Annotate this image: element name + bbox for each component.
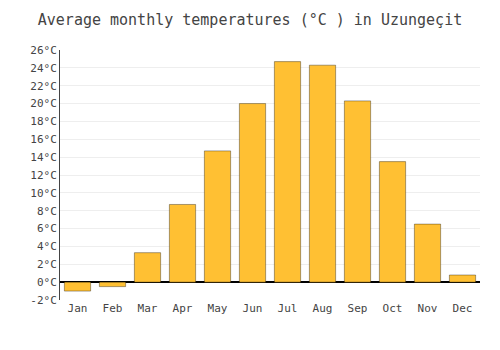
svg-text:Mar: Mar	[138, 302, 158, 315]
svg-text:Jul: Jul	[278, 302, 298, 315]
svg-text:24°C: 24°C	[30, 62, 57, 75]
svg-text:4°C: 4°C	[37, 240, 57, 253]
svg-text:14°C: 14°C	[30, 151, 57, 164]
svg-text:Nov: Nov	[418, 302, 438, 315]
svg-text:Apr: Apr	[173, 302, 193, 315]
svg-text:18°C: 18°C	[30, 115, 57, 128]
svg-text:Feb: Feb	[103, 302, 123, 315]
svg-text:Dec: Dec	[453, 302, 473, 315]
svg-text:Oct: Oct	[383, 302, 403, 315]
svg-text:Jan: Jan	[68, 302, 88, 315]
svg-text:Aug: Aug	[313, 302, 333, 315]
svg-text:8°C: 8°C	[37, 205, 57, 218]
svg-text:-2°C: -2°C	[30, 294, 57, 307]
svg-text:12°C: 12°C	[30, 169, 57, 182]
svg-text:0°C: 0°C	[37, 276, 57, 289]
svg-text:16°C: 16°C	[30, 133, 57, 146]
svg-text:22°C: 22°C	[30, 80, 57, 93]
svg-text:10°C: 10°C	[30, 187, 57, 200]
svg-text:2°C: 2°C	[37, 258, 57, 271]
svg-text:Jun: Jun	[243, 302, 263, 315]
svg-text:Sep: Sep	[348, 302, 368, 315]
svg-text:May: May	[208, 302, 228, 315]
svg-text:20°C: 20°C	[30, 97, 57, 110]
svg-text:26°C: 26°C	[30, 44, 57, 57]
svg-text:Average monthly temperatures (: Average monthly temperatures (°C ) in Uz…	[38, 11, 462, 29]
svg-text:6°C: 6°C	[37, 222, 57, 235]
